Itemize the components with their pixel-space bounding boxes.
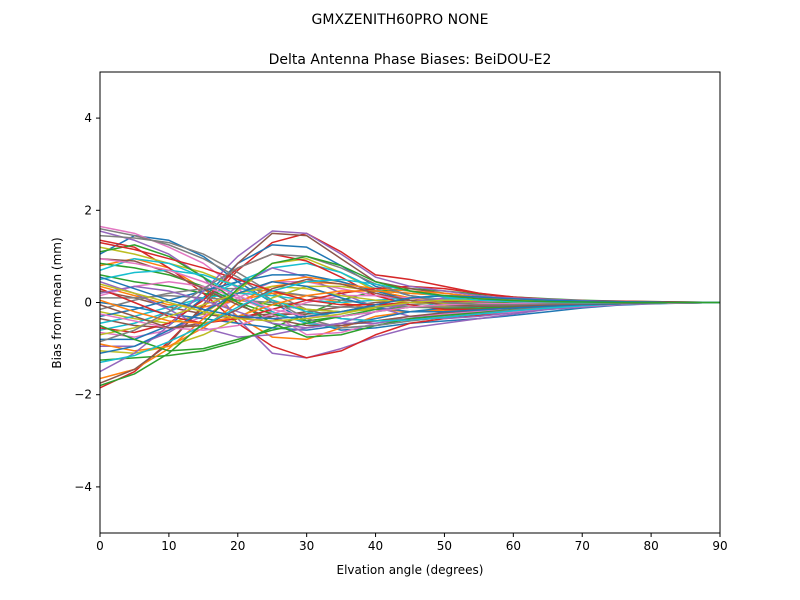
x-tick-label: 10 [161, 539, 176, 553]
x-tick-label: 30 [299, 539, 314, 553]
x-tick-label: 80 [643, 539, 658, 553]
series-line-51 [100, 276, 720, 320]
series-line-52 [100, 255, 720, 387]
x-tick-label: 20 [230, 539, 245, 553]
y-axis-ticks: −4 −2 0 2 4 [74, 111, 100, 494]
y-tick-label: 0 [84, 296, 92, 310]
series-group [100, 225, 720, 389]
plot-frame [99, 71, 721, 534]
x-axis-label: Elvation angle (degrees) [337, 563, 484, 577]
x-axis-ticks: 0 10 20 30 40 50 60 70 80 90 [96, 533, 728, 553]
x-tick-label: 90 [712, 539, 727, 553]
x-tick-label: 70 [575, 539, 590, 553]
x-tick-label: 0 [96, 539, 104, 553]
y-axis-label: Bias from mean (mm) [50, 237, 64, 368]
y-tick-label: −4 [74, 480, 92, 494]
x-tick-label: 60 [506, 539, 521, 553]
x-tick-label: 40 [368, 539, 383, 553]
y-tick-label: −2 [74, 388, 92, 402]
x-tick-label: 50 [437, 539, 452, 553]
figure-suptitle: GMXZENITH60PRO NONE [312, 12, 489, 28]
y-tick-label: 2 [84, 203, 92, 217]
chart-title: Delta Antenna Phase Biases: BeiDOU-E2 [269, 52, 552, 68]
y-tick-label: 4 [84, 111, 92, 125]
